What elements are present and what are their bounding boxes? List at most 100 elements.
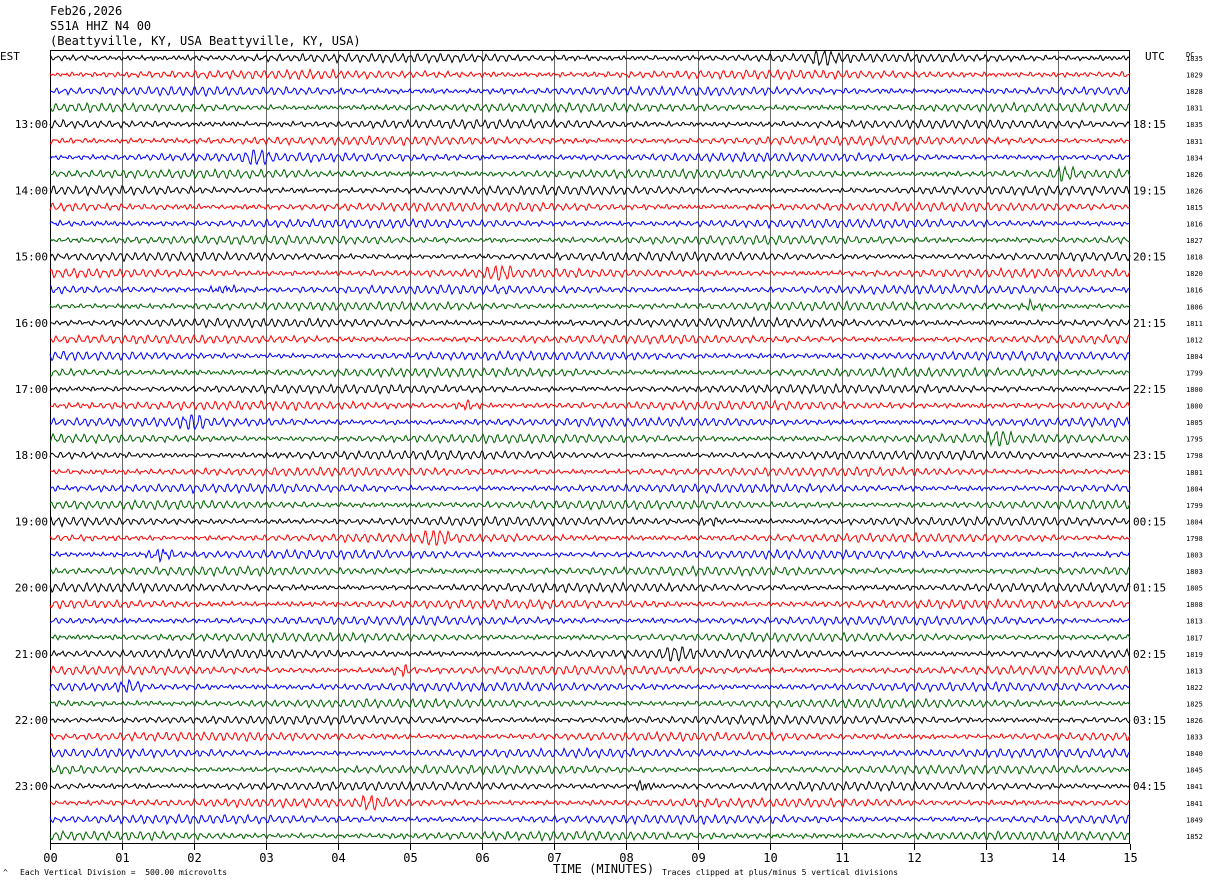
trace-row <box>49 763 1131 776</box>
dc-offset-value: 1833 <box>1186 734 1203 742</box>
trace-row <box>49 201 1130 213</box>
trace-row <box>49 350 1131 362</box>
x-tick-label: 06 <box>475 851 489 865</box>
station-channel: S51A HHZ N4 00 <box>50 19 152 33</box>
x-tick-label: 07 <box>547 851 561 865</box>
trace-row <box>49 49 1131 67</box>
right-hour-label: 18:15 <box>1133 118 1166 131</box>
x-tick-label: 05 <box>403 851 417 865</box>
dc-offset-value: 1835 <box>1186 55 1203 63</box>
right-timezone-label: UTC <box>1145 50 1165 63</box>
trace-row <box>49 85 1131 98</box>
trace-row <box>49 382 1131 395</box>
right-hour-label: 01:15 <box>1133 582 1166 595</box>
dc-offset-value: 1811 <box>1186 320 1203 328</box>
trace-row <box>49 217 1131 230</box>
trace-row <box>49 333 1131 346</box>
dc-offset-value: 1798 <box>1186 535 1203 543</box>
dc-offset-value: 1799 <box>1186 369 1203 377</box>
trace-row <box>49 794 1131 811</box>
dc-offset-value: 1816 <box>1186 221 1203 229</box>
right-hour-label: 03:15 <box>1133 714 1166 727</box>
dc-offset-value: 1804 <box>1186 518 1203 526</box>
dc-offset-value: 1812 <box>1186 336 1203 344</box>
dc-offset-value: 1826 <box>1186 171 1203 179</box>
trace-row <box>49 830 1131 843</box>
trace-row <box>49 697 1131 710</box>
dc-offset-value: 1825 <box>1186 700 1203 708</box>
left-hour-label: 18:00 <box>15 449 48 462</box>
dc-offset-value: 1852 <box>1186 833 1203 841</box>
trace-row <box>49 429 1131 448</box>
right-hour-label: 00:15 <box>1133 515 1166 528</box>
trace-row <box>49 631 1131 644</box>
dc-offset-value: 1819 <box>1186 651 1203 659</box>
trace-row <box>49 482 1131 495</box>
dc-offset-value: 1820 <box>1186 270 1203 278</box>
left-timezone-label: EST <box>0 50 20 63</box>
trace-row <box>49 597 1131 611</box>
trace-row <box>49 645 1131 662</box>
trace-row <box>49 283 1131 296</box>
dc-column-label: DC <box>1186 51 1194 59</box>
trace-row <box>49 134 1131 147</box>
trace-row <box>49 250 1131 263</box>
dc-offset-labels: 1835 1829 1828 1831 1835 1831 1834 1826 1826 1815… <box>1186 55 1203 841</box>
x-tick-label: 10 <box>763 851 777 865</box>
left-hour-label: 23:00 <box>15 780 48 793</box>
plot-frame <box>50 50 1130 844</box>
trace-row <box>49 118 1131 130</box>
left-hour-label: 20:00 <box>15 582 48 595</box>
trace-row <box>49 813 1131 826</box>
x-tick-label: 08 <box>619 851 633 865</box>
trace-row <box>49 663 1131 678</box>
trace-row <box>49 234 1131 246</box>
dc-offset-value: 1849 <box>1186 816 1203 824</box>
right-hour-label: 21:15 <box>1133 317 1166 330</box>
dc-offset-value: 1798 <box>1186 452 1203 460</box>
trace-row <box>49 184 1131 197</box>
left-hour-label: 17:00 <box>15 383 48 396</box>
dc-offset-value: 1845 <box>1186 767 1203 775</box>
right-hour-label: 04:15 <box>1133 780 1166 793</box>
x-tick-label: 01 <box>115 851 129 865</box>
x-tick-label: 14 <box>1051 851 1065 865</box>
scale-marker-icon: ^ <box>3 868 8 877</box>
trace-row <box>49 730 1131 743</box>
x-tick-label: 03 <box>259 851 273 865</box>
x-tick-label: 00 <box>43 851 57 865</box>
x-tick-label: 15 <box>1123 851 1137 865</box>
x-tick-label: 11 <box>835 851 849 865</box>
dc-offset-value: 1816 <box>1186 287 1203 295</box>
dc-offset-value: 1834 <box>1186 154 1203 162</box>
clip-note: Traces clipped at plus/minus 5 vertical … <box>662 868 899 877</box>
trace-row <box>49 678 1131 694</box>
left-hour-label: 19:00 <box>15 515 48 528</box>
trace-row <box>49 398 1131 412</box>
dc-offset-value: 1813 <box>1186 667 1203 675</box>
dc-offset-value: 1800 <box>1186 386 1203 394</box>
station-location: (Beattyville, KY, USA Beattyville, KY, U… <box>50 34 361 48</box>
dc-offset-value: 1831 <box>1186 138 1203 146</box>
left-hour-labels: 13:00 14:00 15:00 16:00 17:00 18:00 19:00 20:00… <box>15 118 48 793</box>
dc-offset-value: 1827 <box>1186 237 1203 245</box>
right-hour-label: 20:15 <box>1133 251 1166 264</box>
dc-offset-value: 1828 <box>1186 88 1203 96</box>
x-axis-ticks: 00 01 02 03 04 05 06 07 08 09 10 11 12 13 14 15 <box>43 844 1138 865</box>
trace-row <box>49 414 1131 431</box>
trace-row <box>49 779 1131 793</box>
trace-row <box>49 565 1131 578</box>
left-hour-label: 15:00 <box>15 251 48 264</box>
dc-offset-value: 1803 <box>1186 568 1203 576</box>
trace-row <box>49 746 1131 760</box>
trace-row <box>49 529 1131 546</box>
dc-offset-value: 1826 <box>1186 187 1203 195</box>
dc-offset-value: 1804 <box>1186 353 1203 361</box>
seismic-traces <box>49 49 1131 843</box>
left-hour-label: 14:00 <box>15 184 48 197</box>
scale-note: Each Vertical Division = 500.00 microvol… <box>20 868 228 877</box>
x-axis-title: TIME (MINUTES) <box>553 862 655 876</box>
trace-row <box>49 499 1131 511</box>
right-hour-label: 23:15 <box>1133 449 1166 462</box>
